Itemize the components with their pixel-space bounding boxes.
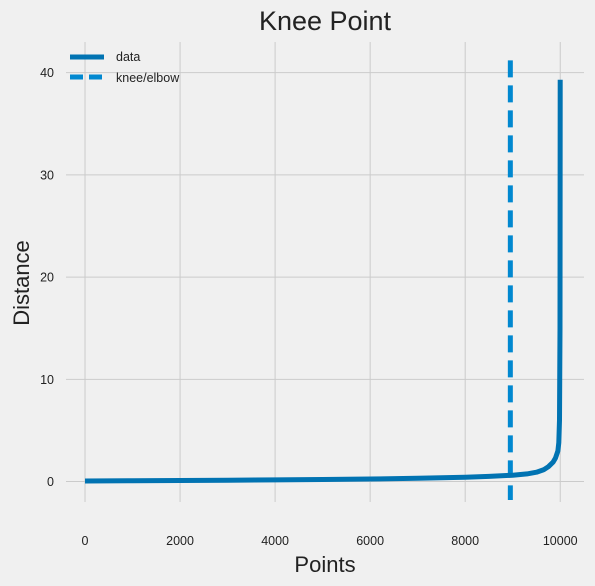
- x-tick-label: 4000: [261, 534, 289, 548]
- x-tick-label: 8000: [451, 534, 479, 548]
- x-tick-label: 6000: [356, 534, 384, 548]
- y-tick-label: 0: [47, 475, 54, 489]
- x-tick-labels: 0 2000 4000 6000 8000 10000: [82, 534, 578, 548]
- x-tick-label: 10000: [543, 534, 578, 548]
- data-series-line: [84, 79, 563, 484]
- y-axis-label: Distance: [9, 240, 34, 326]
- legend: data knee/elbow: [70, 50, 180, 85]
- y-tick-labels: 0 10 20 30 40: [40, 66, 54, 489]
- y-tick-label: 20: [40, 271, 54, 285]
- y-tick-label: 10: [40, 373, 54, 387]
- legend-label-knee-elbow: knee/elbow: [116, 71, 180, 85]
- x-tick-label: 2000: [166, 534, 194, 548]
- y-tick-label: 30: [40, 168, 54, 182]
- x-axis-label: Points: [294, 552, 355, 577]
- x-tick-label: 0: [82, 534, 89, 548]
- data-layer: [84, 60, 563, 500]
- chart-title: Knee Point: [259, 6, 392, 36]
- y-tick-label: 40: [40, 66, 54, 80]
- legend-label-data: data: [116, 50, 140, 64]
